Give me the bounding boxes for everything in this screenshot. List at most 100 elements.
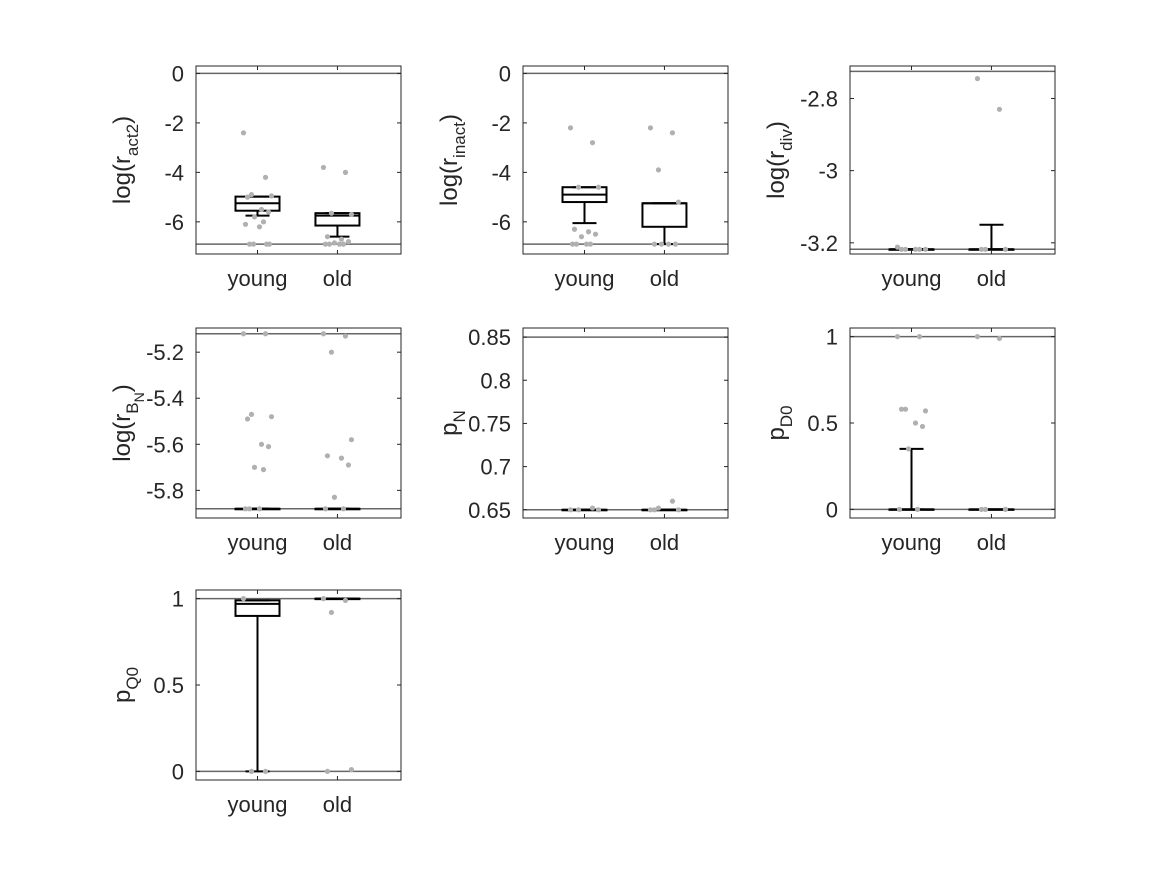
subplot-2: 0 -2 -4 -6 young old log(rinact) xyxy=(436,61,729,291)
points-old xyxy=(647,498,682,513)
box-young xyxy=(234,195,281,217)
box-old xyxy=(641,202,688,246)
data-point xyxy=(250,241,257,247)
box-old xyxy=(314,507,361,511)
y-axis-label: pQ0 xyxy=(109,667,142,703)
data-point xyxy=(262,768,269,774)
data-point xyxy=(573,241,580,247)
data-point xyxy=(647,507,654,513)
data-point xyxy=(658,241,665,247)
data-point xyxy=(265,444,272,450)
y-tick-label: 0.75 xyxy=(468,411,511,436)
data-point xyxy=(651,241,658,247)
data-point xyxy=(342,169,349,175)
y-tick-label: -3.2 xyxy=(800,231,838,256)
data-point xyxy=(324,768,331,774)
data-point xyxy=(974,76,981,82)
x-tick-label: old xyxy=(650,530,679,555)
data-point xyxy=(258,206,265,213)
y-axis-label: log(rBN) xyxy=(109,384,147,461)
data-point xyxy=(647,125,654,131)
y-tick-label: -5.4 xyxy=(146,386,184,411)
data-point xyxy=(655,167,662,173)
y-axis-label: pN xyxy=(436,410,469,436)
points-young xyxy=(240,130,275,247)
data-point xyxy=(242,221,249,227)
data-point xyxy=(589,505,596,511)
points-young xyxy=(894,244,929,252)
data-point xyxy=(263,241,270,247)
data-point xyxy=(242,506,249,512)
y-tick-label: 0 xyxy=(172,759,184,784)
data-point xyxy=(669,498,676,504)
data-point xyxy=(595,507,602,513)
data-point xyxy=(651,507,658,513)
data-point xyxy=(240,596,247,602)
data-point xyxy=(248,768,255,774)
points-young xyxy=(894,334,929,512)
y-axis-label-close: ) xyxy=(109,384,136,392)
data-point xyxy=(342,333,349,339)
data-point xyxy=(898,246,905,252)
x-tick-label: young xyxy=(555,266,615,291)
data-point xyxy=(320,164,327,171)
y-tick-label: -2 xyxy=(491,111,511,136)
data-point xyxy=(348,437,355,443)
y-tick-label: -2.8 xyxy=(800,86,838,111)
data-point xyxy=(922,408,929,414)
data-point xyxy=(894,244,901,250)
y-axis-label-close: ) xyxy=(109,116,136,124)
subplot-3: -2.8 -3 -3.2 young old log(rdiv) xyxy=(763,65,1056,291)
y-axis-label: pD0 xyxy=(763,405,796,440)
data-point xyxy=(1002,506,1009,512)
data-point xyxy=(914,506,921,512)
y-axis-label-subscript: inact xyxy=(450,122,469,158)
data-point xyxy=(575,184,582,190)
y-tick-label: -2 xyxy=(164,111,184,136)
points-old xyxy=(974,76,1009,252)
y-axis-label-subscript: Q0 xyxy=(123,667,142,690)
data-point xyxy=(675,199,682,205)
data-point xyxy=(974,334,981,340)
data-point xyxy=(262,174,269,180)
y-tick-label: -5.2 xyxy=(146,340,184,365)
data-point xyxy=(324,234,331,240)
y-tick-label: 0.5 xyxy=(153,673,184,698)
data-point xyxy=(328,349,335,355)
x-tick-label: young xyxy=(228,266,288,291)
y-axis-label-base: log(r xyxy=(436,158,463,206)
y-tick-label: -6 xyxy=(491,210,511,235)
y-axis-label-base: p xyxy=(109,690,136,703)
y-tick-label: -4 xyxy=(164,160,184,185)
data-point xyxy=(244,416,251,422)
y-tick-label: 0 xyxy=(826,497,838,522)
y-tick-label: 0.85 xyxy=(468,325,511,350)
x-tick-label: old xyxy=(977,266,1006,291)
data-point xyxy=(912,420,919,426)
data-point xyxy=(922,246,929,252)
axes-frame xyxy=(522,65,729,255)
data-point xyxy=(595,184,602,190)
y-tick-label: 0.5 xyxy=(807,411,838,436)
data-point xyxy=(331,240,338,246)
points-young xyxy=(240,596,269,774)
x-tick-label: young xyxy=(228,792,288,817)
data-point xyxy=(328,210,335,216)
data-point xyxy=(320,331,327,337)
points-young xyxy=(567,505,602,513)
data-point xyxy=(246,241,253,247)
y-axis-label-subscript: B xyxy=(123,402,142,413)
data-point xyxy=(902,246,909,252)
data-point xyxy=(256,224,263,230)
y-tick-label: -5.6 xyxy=(146,432,184,457)
axes-frame xyxy=(522,327,729,519)
data-point xyxy=(320,596,327,602)
subplot-1: 0 -2 -4 -6 young old log(ract2) xyxy=(109,61,402,291)
y-axis-label-subscript: act2 xyxy=(123,124,142,156)
y-tick-label: 0.65 xyxy=(468,498,511,523)
data-point xyxy=(912,246,919,252)
y-axis-label-base: log(r xyxy=(109,414,136,462)
data-point xyxy=(583,241,590,247)
data-point xyxy=(246,506,253,512)
data-point xyxy=(340,506,347,512)
